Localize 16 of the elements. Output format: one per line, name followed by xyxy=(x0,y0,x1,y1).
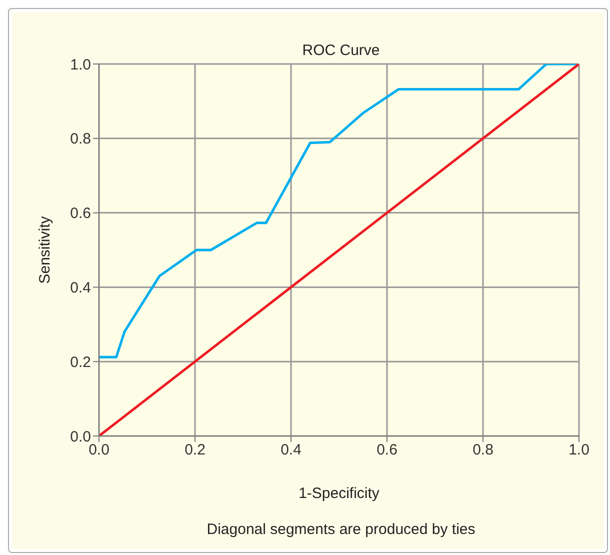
y-tick-label: 0.2 xyxy=(70,354,91,371)
y-tick-label: 0.8 xyxy=(70,130,91,148)
y-axis-title: Sensitivity xyxy=(36,216,54,284)
x-tick-label: 0.0 xyxy=(88,442,110,459)
x-tick-label: 0.6 xyxy=(376,442,398,459)
y-tick-label: 1.0 xyxy=(70,56,91,74)
x-tick-label: 0.4 xyxy=(280,442,302,459)
x-tick-label: 0.2 xyxy=(184,442,206,459)
text: Diagonal segments are produced by ties xyxy=(206,521,476,538)
x-axis-title: 1-Specificity xyxy=(298,485,380,502)
x-tick-label: 0.8 xyxy=(472,442,494,459)
y-tick-label: 0.6 xyxy=(70,205,91,222)
y-tick-label: 0.4 xyxy=(70,280,91,297)
x-tick-label: 1.0 xyxy=(568,442,590,459)
y-tick-label: 0.0 xyxy=(70,428,91,446)
chart-title: ROC Curve xyxy=(302,42,380,59)
